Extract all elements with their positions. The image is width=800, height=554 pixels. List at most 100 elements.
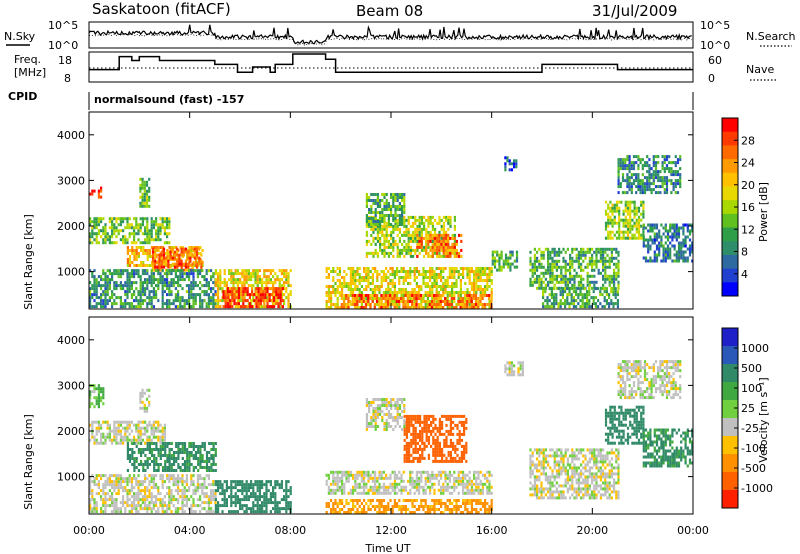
power-cell-15 — [592, 302, 595, 306]
power-cell-17 — [669, 250, 672, 254]
power-cell-10 — [431, 227, 434, 231]
power-cell-2 — [199, 258, 202, 261]
power-cell-5 — [217, 287, 220, 291]
power-cell-17 — [653, 253, 656, 257]
power-cell-8 — [343, 285, 346, 288]
power-cell-5 — [217, 296, 220, 300]
power-cell-8 — [440, 279, 443, 282]
power-cell-14 — [580, 283, 583, 287]
power-cell-4 — [174, 299, 177, 303]
velocity-cell-1 — [106, 420, 109, 424]
velocity-cell-2 — [153, 469, 156, 472]
power-cell-18 — [668, 170, 671, 174]
power-cell-9 — [450, 303, 453, 306]
power-cell-2 — [133, 264, 136, 267]
velocity-cell-3 — [119, 486, 122, 490]
power-cell-0 — [100, 189, 103, 193]
power-cell-17 — [684, 250, 687, 254]
power-cell-15 — [579, 299, 582, 303]
power-cell-12 — [390, 208, 393, 211]
power-cell-19 — [513, 259, 516, 263]
power-cell-17 — [660, 223, 663, 227]
power-cell-14 — [615, 271, 618, 275]
power-cell-8 — [429, 276, 432, 279]
power-cell-1 — [166, 226, 169, 230]
power-cell-14 — [569, 274, 572, 278]
velocity-cell-3 — [102, 486, 105, 490]
power-cell-14 — [615, 250, 618, 254]
power-cell-8 — [455, 291, 458, 294]
power-cell-4 — [201, 275, 204, 279]
power-cell-10 — [392, 239, 395, 243]
power-cell-14 — [544, 247, 547, 251]
power-cell-15 — [599, 302, 602, 306]
power-cell-8 — [448, 276, 451, 279]
power-cell-18 — [650, 188, 653, 192]
power-cell-6 — [235, 296, 238, 300]
velocity-cell-2 — [131, 442, 134, 445]
power-cell-9 — [378, 303, 381, 306]
power-cell-8 — [451, 276, 454, 279]
power-cell-8 — [330, 300, 333, 303]
velocity-cell-1 — [97, 426, 100, 430]
velocity-cell-3 — [141, 483, 144, 487]
power-cell-19 — [504, 253, 508, 257]
power-cell-4 — [102, 299, 105, 303]
power-cell-17 — [653, 250, 656, 254]
power-cell-6 — [270, 305, 273, 309]
power-cell-8 — [481, 267, 484, 270]
power-cell-4 — [170, 302, 173, 306]
power-cell-3 — [156, 247, 159, 251]
power-cell-2 — [166, 255, 169, 258]
velocity-cell-1 — [124, 426, 127, 430]
power-cell-14 — [586, 283, 589, 287]
power-cell-13 — [508, 159, 511, 163]
power-cell-7 — [143, 204, 146, 208]
power-cell-3 — [173, 262, 177, 266]
power-cell-4 — [150, 296, 153, 300]
power-cell-18 — [650, 176, 653, 180]
power-cell-18 — [654, 161, 658, 165]
power-cell-4 — [124, 269, 127, 273]
power-cell-16 — [611, 203, 614, 207]
power-cell-18 — [670, 170, 673, 174]
power-cell-8 — [371, 291, 374, 294]
velocity-cell-3 — [89, 489, 92, 493]
power-cell-18 — [661, 185, 664, 189]
power-cell-14 — [531, 283, 534, 287]
power-cell-16 — [640, 224, 643, 228]
power-cell-14 — [586, 277, 589, 281]
velocity-cell-2 — [181, 457, 184, 460]
power-cell-12 — [394, 199, 397, 202]
power-cell-3 — [151, 247, 155, 251]
power-cell-5 — [265, 269, 268, 273]
power-cell-8 — [389, 273, 392, 276]
power-cell-1 — [159, 217, 162, 221]
power-cell-14 — [562, 280, 565, 284]
power-cell-9 — [459, 306, 462, 309]
power-cell-3 — [189, 259, 192, 263]
power-cell-17 — [671, 223, 674, 227]
power-cell-6 — [233, 296, 236, 300]
power-cell-12 — [401, 208, 404, 211]
power-cell-14 — [615, 262, 618, 266]
power-cell-9 — [353, 297, 357, 300]
velocity-cell-1 — [119, 435, 122, 439]
velocity-cell-1 — [113, 432, 116, 436]
power-cell-4 — [177, 293, 180, 297]
power-cell-2 — [155, 246, 158, 249]
power-cell-2 — [201, 261, 204, 264]
power-cell-18 — [661, 182, 664, 186]
power-cell-15 — [559, 299, 562, 303]
power-cell-9 — [461, 306, 464, 309]
power-cell-2 — [175, 246, 178, 249]
power-cell-3 — [173, 256, 177, 260]
power-cell-2 — [194, 246, 198, 249]
power-cell-12 — [396, 208, 399, 211]
power-cell-16 — [631, 224, 634, 228]
velocity-cell-1 — [146, 423, 149, 427]
power-cell-11 — [444, 233, 447, 237]
velocity-cell-2 — [170, 454, 173, 457]
power-cell-4 — [192, 281, 195, 285]
power-cell-14 — [564, 274, 567, 278]
